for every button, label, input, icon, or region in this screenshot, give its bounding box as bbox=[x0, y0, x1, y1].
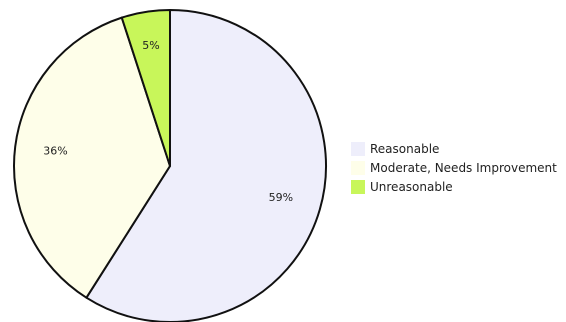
chart-legend: Reasonable Moderate, Needs Improvement Unr… bbox=[351, 139, 557, 196]
pie-slices bbox=[13, 9, 327, 322]
legend-item-reasonable: Reasonable bbox=[351, 139, 557, 158]
pie-slice-value-label: 5% bbox=[142, 39, 159, 52]
legend-label: Unreasonable bbox=[370, 179, 453, 194]
pie-slice-value-label: 36% bbox=[43, 145, 67, 158]
legend-label: Moderate, Needs Improvement bbox=[370, 160, 557, 175]
legend-item-unreasonable: Unreasonable bbox=[351, 177, 557, 196]
legend-swatch bbox=[351, 160, 365, 175]
pie-labels: 59% 36% 5% bbox=[43, 39, 293, 204]
pie-slice-value-label: 59% bbox=[269, 191, 293, 204]
legend-item-moderate-needs-improvement: Moderate, Needs Improvement bbox=[351, 158, 557, 177]
legend-swatch bbox=[351, 141, 365, 156]
legend-label: Reasonable bbox=[370, 141, 440, 156]
legend-swatch bbox=[351, 179, 365, 194]
pie-slice-unreasonable bbox=[120, 9, 171, 167]
pie-slice-moderate-needs-improvement bbox=[13, 16, 171, 299]
